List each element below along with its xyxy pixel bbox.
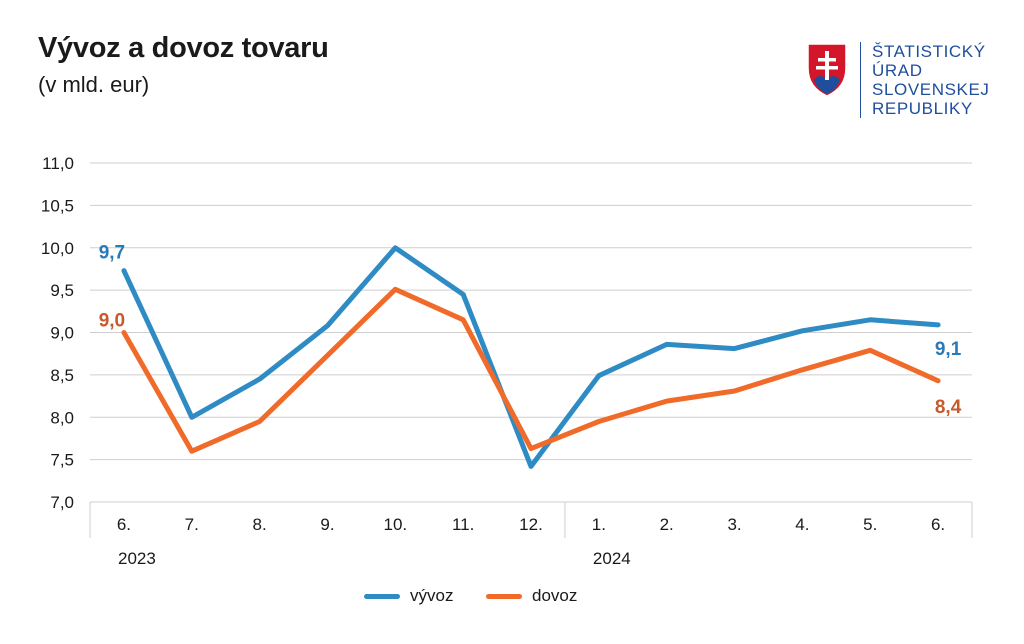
- x-tick-label: 11.: [452, 515, 474, 534]
- x-tick-label: 6.: [117, 515, 131, 534]
- chart-subtitle: (v mld. eur): [38, 72, 150, 97]
- y-tick-label: 10,5: [41, 196, 74, 215]
- logo-line: REPUBLIKY: [872, 99, 973, 118]
- logo-divider: [860, 42, 861, 118]
- y-tick-label: 9,5: [50, 281, 74, 300]
- x-tick-label: 5.: [863, 515, 877, 534]
- x-tick-label: 12.: [519, 515, 543, 534]
- legend-swatch-vyvoz: [364, 593, 400, 599]
- y-tick-label: 9,0: [50, 324, 74, 343]
- x-tick-label: 7.: [185, 515, 199, 534]
- logo-line: SLOVENSKEJ: [872, 80, 990, 99]
- logo-line: ÚRAD: [872, 61, 923, 80]
- x-tick-label: 2.: [660, 515, 674, 534]
- y-tick-label: 8,5: [50, 366, 74, 385]
- legend-label-vyvoz: vývoz: [410, 586, 454, 605]
- x-tick-label: 4.: [795, 515, 809, 534]
- x-tick-label: 9.: [320, 515, 334, 534]
- series-line-dovoz: [121, 286, 941, 454]
- x-tick-label: 10.: [383, 515, 407, 534]
- data-label-vyvoz-start: 9,7: [99, 243, 125, 264]
- data-label-vyvoz-end: 9,1: [935, 339, 962, 360]
- y-tick-label: 10,0: [41, 239, 74, 258]
- chart-legend: vývoz dovoz: [0, 586, 1024, 610]
- logo-text: ŠTATISTICKÝ ÚRAD SLOVENSKEJ REPUBLIKY: [872, 42, 990, 118]
- x-tick-label: 1.: [592, 515, 606, 534]
- series-line-vyvoz: [121, 245, 941, 469]
- year-label: 2024: [593, 549, 631, 568]
- logo-line: ŠTATISTICKÝ: [872, 42, 986, 61]
- x-tick-label: 8.: [253, 515, 267, 534]
- y-tick-label: 7,0: [50, 493, 74, 512]
- y-tick-label: 11,0: [42, 154, 74, 173]
- x-tick-label: 3.: [727, 515, 741, 534]
- statistical-office-logo: ŠTATISTICKÝ ÚRAD SLOVENSKEJ REPUBLIKY: [806, 42, 1006, 122]
- chart-title: Vývoz a dovoz tovaru: [38, 32, 329, 64]
- legend-item-vyvoz: vývoz: [364, 586, 453, 606]
- x-tick-label: 6.: [931, 515, 945, 534]
- data-label-dovoz-end: 8,4: [935, 397, 962, 418]
- legend-swatch-dovoz: [486, 593, 522, 599]
- legend-item-dovoz: dovoz: [486, 586, 577, 606]
- data-label-dovoz-start: 9,0: [99, 311, 125, 332]
- y-tick-label: 8,0: [50, 408, 74, 427]
- y-tick-label: 7,5: [50, 451, 74, 470]
- coat-of-arms-icon: [807, 43, 847, 97]
- legend-label-dovoz: dovoz: [532, 586, 578, 605]
- year-label: 2023: [118, 549, 156, 568]
